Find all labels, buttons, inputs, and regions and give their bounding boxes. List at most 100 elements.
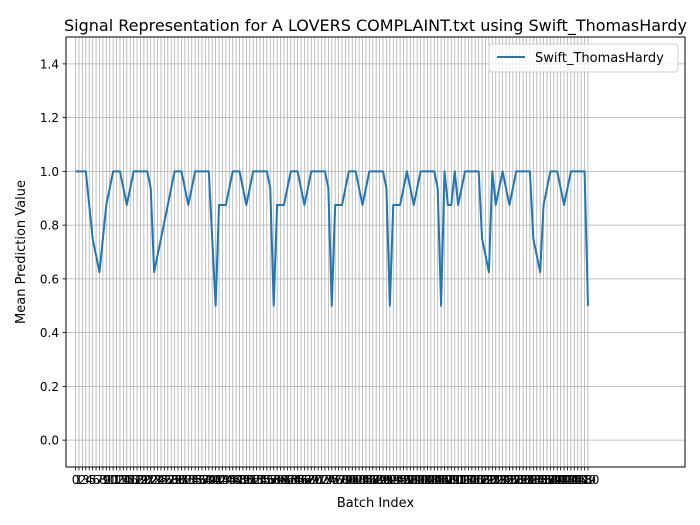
x-tick-label: 77 [331, 473, 346, 487]
x-tick-label: 94 [389, 473, 404, 487]
x-tick-label: 4 [85, 473, 93, 487]
x-tick-label: 40 [205, 473, 220, 487]
x-tick-label: 22 [143, 473, 158, 487]
y-axis-label: Mean Prediction Value [14, 180, 29, 324]
x-tick-label: 16 [123, 473, 138, 487]
x-tick-label: 53 [249, 473, 264, 487]
x-tick-label: 123 [484, 473, 507, 487]
x-tick-label: 131 [512, 473, 535, 487]
x-tick-label: 104 [419, 473, 442, 487]
x-tick-label: 150 [577, 473, 600, 487]
x-tick-label: 109 [436, 473, 459, 487]
x-tick-label: 149 [573, 473, 596, 487]
x-tick-label: 148 [570, 473, 593, 487]
x-tick-label: 79 [338, 473, 353, 487]
x-tick-label: 89 [372, 473, 387, 487]
x-tick-label: 96 [396, 473, 411, 487]
x-tick-label: 117 [464, 473, 487, 487]
x-tick-label: 81 [345, 473, 360, 487]
x-tick-label: 134 [522, 473, 545, 487]
x-tick-label: 48 [232, 473, 247, 487]
x-tick-label: 55 [256, 473, 271, 487]
x-tick-label: 80 [341, 473, 356, 487]
x-tick-label: 127 [498, 473, 521, 487]
y-axis-ticks: 0.0 0.2 0.4 0.6 0.8 1.0 1.2 1.4 [40, 57, 66, 448]
x-tick-label: 14 [116, 473, 131, 487]
x-tick-label: 88 [369, 473, 384, 487]
x-tick-label: 11 [105, 473, 120, 487]
x-tick-label: 105 [423, 473, 446, 487]
x-tick-label: 33 [181, 473, 196, 487]
x-tick-label: 111 [443, 473, 466, 487]
x-tick-label: 141 [546, 473, 569, 487]
x-tick-label: 23 [146, 473, 161, 487]
x-tick-label: 114 [454, 473, 477, 487]
x-tick-label: 21 [140, 473, 155, 487]
x-tick-label: 147 [566, 473, 589, 487]
series-line-swift-thomashardy [75, 170, 589, 307]
x-tick-label: 35 [187, 473, 202, 487]
x-tick-label: 98 [403, 473, 418, 487]
x-tick-label: 47 [228, 473, 243, 487]
x-tick-label: 119 [471, 473, 494, 487]
x-tick-label: 106 [426, 473, 449, 487]
x-tick-label: 91 [379, 473, 394, 487]
x-tick-label: 135 [525, 473, 548, 487]
x-tick-label: 73 [317, 473, 332, 487]
x-tick-label: 66 [293, 473, 308, 487]
legend: Swift_ThomasHardy [488, 43, 679, 73]
x-tick-label: 1 [75, 473, 83, 487]
x-tick-label: 100 [406, 473, 429, 487]
x-tick-label: 58 [266, 473, 281, 487]
x-tick-label: 126 [495, 473, 518, 487]
x-tick-label: 92 [382, 473, 397, 487]
x-tick-label: 7 [96, 473, 104, 487]
x-tick-label: 70 [307, 473, 322, 487]
x-tick-label: 108 [433, 473, 456, 487]
x-tick-label: 112 [447, 473, 470, 487]
x-tick-label: 116 [460, 473, 483, 487]
x-tick-label: 85 [358, 473, 373, 487]
x-tick-label: 6 [92, 473, 100, 487]
x-tick-label: 142 [549, 473, 572, 487]
plot-area-frame [65, 36, 686, 468]
x-tick-label: 95 [392, 473, 407, 487]
x-tick-label: 19 [133, 473, 148, 487]
x-tick-label: 121 [477, 473, 500, 487]
x-tick-label: 37 [194, 473, 209, 487]
x-tick-label: 84 [355, 473, 370, 487]
x-tick-label: 18 [129, 473, 144, 487]
x-tick-label: 76 [328, 473, 343, 487]
x-tick-label: 30 [170, 473, 185, 487]
x-tick-label: 137 [532, 473, 555, 487]
x-axis-ticks: 0123456789101112131415161718192021222324… [72, 467, 600, 487]
y-tick-label: 0.0 [40, 434, 59, 448]
x-tick-label: 27 [160, 473, 175, 487]
x-tick-label: 42 [211, 473, 226, 487]
y-tick-label: 1.0 [40, 165, 59, 179]
x-tick-label: 72 [314, 473, 329, 487]
x-tick-label: 97 [399, 473, 414, 487]
x-tick-label: 62 [280, 473, 295, 487]
x-tick-label: 31 [174, 473, 189, 487]
x-tick-label: 56 [259, 473, 274, 487]
x-tick-label: 9 [102, 473, 110, 487]
x-tick-label: 10 [102, 473, 117, 487]
x-tick-label: 13 [112, 473, 127, 487]
x-tick-label: 41 [208, 473, 223, 487]
x-tick-label: 64 [287, 473, 302, 487]
x-tick-label: 0 [72, 473, 80, 487]
x-tick-label: 133 [518, 473, 541, 487]
x-tick-label: 45 [222, 473, 237, 487]
x-tick-label: 51 [242, 473, 257, 487]
x-tick-label: 122 [481, 473, 504, 487]
x-tick-label: 120 [474, 473, 497, 487]
x-tick-label: 102 [413, 473, 436, 487]
x-tick-label: 143 [553, 473, 576, 487]
x-tick-label: 130 [508, 473, 531, 487]
x-tick-label: 3 [82, 473, 90, 487]
x-tick-label: 24 [150, 473, 165, 487]
x-tick-label: 43 [215, 473, 230, 487]
